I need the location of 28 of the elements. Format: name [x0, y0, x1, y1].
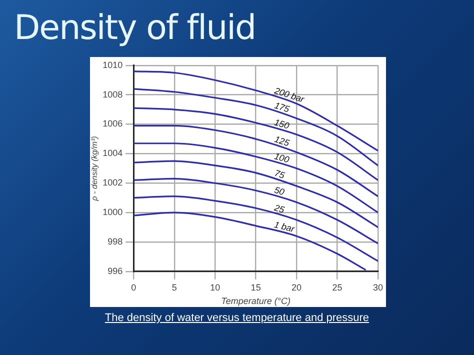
x-tick-label: 0 [131, 282, 136, 292]
x-tick-label: 15 [250, 282, 261, 292]
y-axis-title: ρ - density (kg/m³) [90, 136, 100, 202]
text: 150 [273, 117, 290, 131]
text: 175 [273, 100, 292, 115]
x-tick-label: 5 [172, 282, 177, 292]
y-tick-label: 996 [108, 266, 123, 276]
text: 25 [272, 202, 287, 216]
y-tick-label: 1002 [102, 178, 123, 188]
y-tick-label: 1004 [102, 148, 123, 158]
text: 75 [273, 168, 287, 181]
x-tick-label: 30 [372, 282, 383, 292]
text: 50 [273, 184, 286, 198]
line-series [134, 212, 367, 271]
text: 100 [273, 151, 290, 165]
y-tick-label: 1000 [102, 207, 123, 218]
x-tick-label: 20 [292, 282, 302, 292]
text: The density of water versus temperature and pressure [104, 312, 370, 324]
text: 125 [273, 134, 292, 149]
y-tick-label: 1006 [102, 118, 123, 129]
y-tick-label: 1010 [102, 60, 123, 70]
x-axis-title: Temperature (°C) [221, 296, 290, 306]
x-tick-label: 25 [332, 282, 342, 292]
y-tick-label: 1008 [102, 89, 123, 100]
x-tick-label: 10 [210, 282, 220, 292]
y-tick-label: 998 [108, 236, 123, 246]
chart-title: Density of fluid [14, 8, 256, 48]
text: 1 bar [273, 219, 296, 234]
